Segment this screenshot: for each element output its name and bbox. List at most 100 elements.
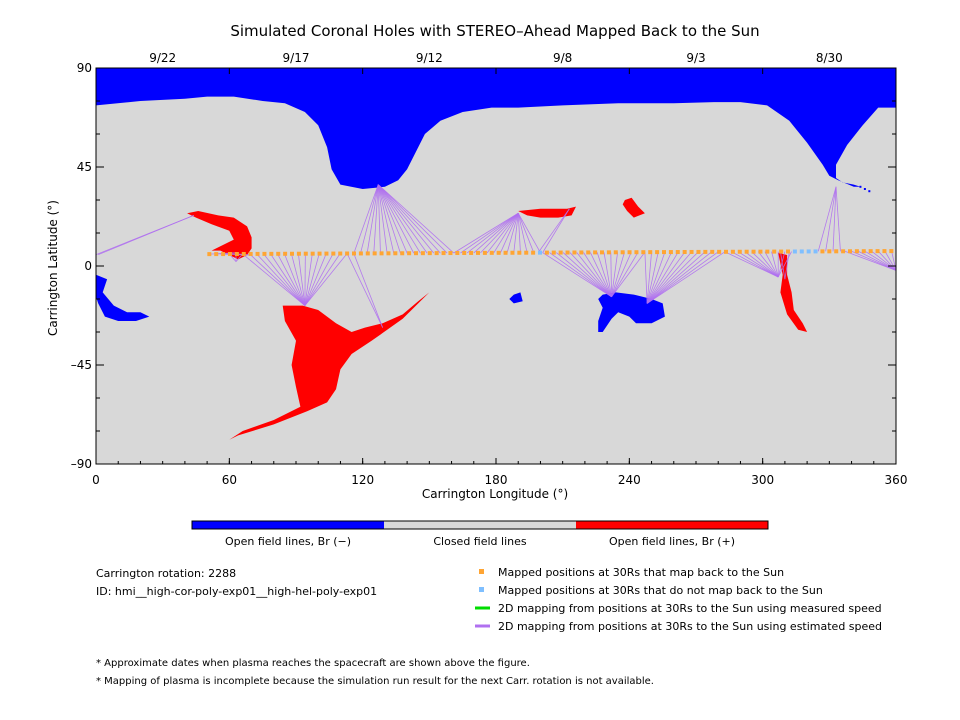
mapping-line-4-4 xyxy=(270,253,306,306)
mapping-line-4-0 xyxy=(242,253,306,306)
mapping-line-9-13 xyxy=(611,252,632,297)
mapping-line-7-7 xyxy=(500,213,519,253)
mapped-position-50 xyxy=(551,250,556,255)
closed-field-background xyxy=(96,68,896,464)
mapped-position-10 xyxy=(276,251,281,256)
mapping-line-10-12 xyxy=(646,251,726,304)
mapped-position-60 xyxy=(620,250,625,255)
mapping-line-7-13 xyxy=(517,213,541,253)
series-legend: Mapped positions at 30Rs that map back t… xyxy=(475,566,882,633)
mapping-line-7-5 xyxy=(486,212,519,254)
mapped-position-100 xyxy=(896,249,900,253)
mapped-position-28 xyxy=(400,251,405,256)
mapped-position-35 xyxy=(448,251,453,256)
mapped-position-47 xyxy=(531,250,536,255)
open-negative-speck-2 xyxy=(868,190,871,193)
mapped-position-92 xyxy=(841,249,846,254)
mapped-position-21 xyxy=(352,251,356,256)
x-tick-label-1: 60 xyxy=(222,473,237,487)
mapped-position-98 xyxy=(882,249,887,254)
mapping-line-4-13 xyxy=(304,253,334,306)
mapping-line-7-1 xyxy=(460,212,519,254)
mapped-position-67 xyxy=(668,250,673,255)
mapping-line-5-1 xyxy=(353,253,384,328)
mapping-line-14-3 xyxy=(864,250,896,271)
top-date-label-0: 9/22 xyxy=(149,51,176,65)
mapped-position-20 xyxy=(345,251,350,256)
mapping-line-11-4 xyxy=(751,251,779,278)
plot-area: 0 60 120 180 240 300 360 90 45 0 –45 –90 xyxy=(71,61,908,487)
mapping-line-10-2 xyxy=(646,252,659,304)
mapped-position-11 xyxy=(283,251,288,256)
mapping-line-14-4 xyxy=(871,250,896,271)
mapping-line-7-2 xyxy=(466,212,519,254)
mapping-line-7-0 xyxy=(453,212,519,254)
mapping-line-4-7 xyxy=(291,253,306,306)
mapping-line-11-0 xyxy=(724,251,779,278)
mapped-position-62 xyxy=(634,250,639,255)
mapped-position-83 xyxy=(779,249,784,254)
mapped-position-1 xyxy=(214,252,219,257)
mapping-line-14-0 xyxy=(844,250,896,271)
mapping-line-11-3 xyxy=(744,251,779,278)
top-date-label-5: 8/30 xyxy=(816,51,843,65)
mapped-position-90 xyxy=(827,249,832,254)
x-tick-label-0: 0 xyxy=(92,473,100,487)
mapping-line-9-8 xyxy=(596,252,612,297)
mapping-line-10-4 xyxy=(646,251,672,304)
mapping-line-13-0 xyxy=(817,186,837,252)
mapping-line-6-4 xyxy=(377,184,381,254)
mapped-position-59 xyxy=(613,250,618,255)
mapped-position-74 xyxy=(717,249,722,254)
top-date-label-3: 9/8 xyxy=(553,51,572,65)
mapping-line-11-2 xyxy=(738,251,779,278)
legend-label-0: Mapped positions at 30Rs that map back t… xyxy=(498,566,784,579)
mapping-line-9-2 xyxy=(556,252,612,298)
mapped-position-69 xyxy=(682,249,687,254)
top-date-label-4: 9/3 xyxy=(686,51,705,65)
axis-ticks: 0 60 120 180 240 300 360 90 45 0 –45 –90 xyxy=(71,61,908,487)
x-tick-label-5: 300 xyxy=(751,473,774,487)
mapped-position-8 xyxy=(262,251,267,256)
mapped-position-79 xyxy=(751,249,756,254)
mapping-line-11-10 xyxy=(777,251,792,278)
mapped-position-46 xyxy=(524,250,529,255)
unmapped-position-85 xyxy=(792,249,797,254)
mapped-position-16 xyxy=(317,251,322,256)
mapping-line-10-9 xyxy=(646,251,706,304)
mapping-line-10-11 xyxy=(646,251,719,304)
mapped-position-55 xyxy=(586,250,591,255)
mapping-line-11-6 xyxy=(764,251,779,278)
mapped-position-84 xyxy=(786,249,790,254)
mapped-position-23 xyxy=(365,251,370,256)
mapped-position-75 xyxy=(724,249,728,254)
mapped-position-0 xyxy=(207,252,212,257)
legend-bar-segment-1 xyxy=(384,521,576,529)
mapping-line-9-9 xyxy=(603,252,612,297)
mapping-lines xyxy=(96,184,896,328)
mapped-position-9 xyxy=(269,251,274,256)
mapped-position-71 xyxy=(696,249,701,254)
mapping-line-7-12 xyxy=(517,213,535,253)
unmapped-position-86 xyxy=(799,249,804,254)
mapped-position-81 xyxy=(765,249,770,254)
mapping-line-9-1 xyxy=(549,252,612,298)
mapping-line-8-1 xyxy=(542,208,570,253)
mapped-position-34 xyxy=(441,251,446,256)
y-tick-label-0: 90 xyxy=(77,61,92,75)
mapping-line-10-3 xyxy=(646,251,666,304)
mapped-position-52 xyxy=(565,250,570,255)
mapping-line-5-0 xyxy=(346,253,384,328)
mapping-line-12-0 xyxy=(780,251,786,280)
x-tick-label-3: 180 xyxy=(485,473,508,487)
legend-bar-segment-0 xyxy=(192,521,384,529)
mapping-line-14-2 xyxy=(858,250,896,271)
mapped-positions xyxy=(207,249,900,257)
mapping-line-9-6 xyxy=(583,252,612,298)
y-tick-label-1: 45 xyxy=(77,160,92,174)
mapped-position-76 xyxy=(730,249,735,254)
mapped-position-43 xyxy=(503,250,508,255)
legend-label-2: 2D mapping from positions at 30Rs to the… xyxy=(498,602,882,615)
mapping-line-9-15 xyxy=(611,251,646,298)
